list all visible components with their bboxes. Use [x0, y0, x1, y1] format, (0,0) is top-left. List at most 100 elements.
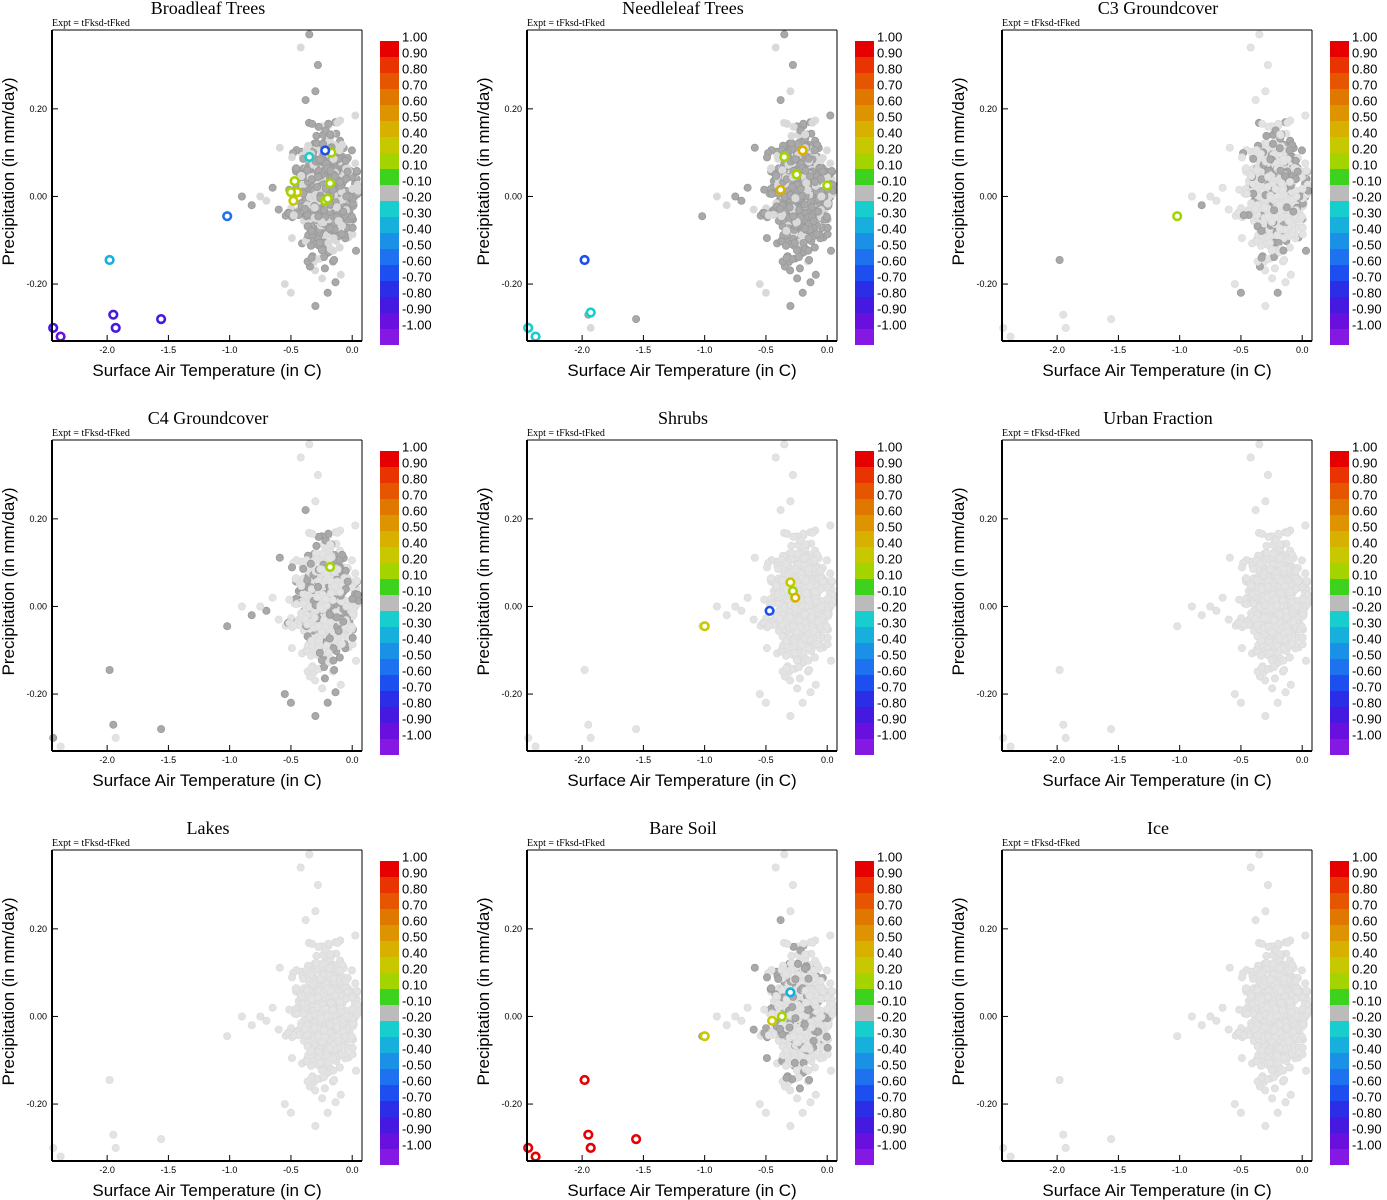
scatter-point	[1279, 154, 1288, 163]
scatter-point	[1264, 212, 1273, 221]
scatter-point	[351, 1066, 360, 1075]
scatter-point	[351, 159, 360, 168]
scatter-point	[287, 563, 296, 572]
scatter-point	[274, 205, 283, 214]
scatter-point	[1302, 576, 1311, 585]
scatter-point	[1268, 274, 1277, 283]
scatter-point	[287, 644, 296, 653]
scatter-point	[305, 440, 314, 449]
scatter-point	[1256, 559, 1265, 568]
colorbar-swatch	[380, 281, 399, 297]
scatter-point	[1287, 639, 1296, 648]
scatter-point	[776, 614, 785, 623]
scatter-point	[329, 234, 338, 243]
scatter-point	[268, 183, 277, 192]
scatter-point	[810, 177, 819, 186]
x-tick-label: -0.5	[283, 345, 299, 355]
colorbar-label: -0.80	[1352, 696, 1382, 711]
scatter-point	[1224, 205, 1233, 214]
colorbar-label: 0.10	[402, 568, 427, 583]
colorbar-swatch	[1330, 153, 1349, 169]
scatter-point	[331, 688, 340, 697]
scatter-point	[315, 238, 324, 247]
colorbar-swatch	[1330, 313, 1349, 329]
scatter-point	[339, 617, 348, 626]
scatter-point	[1107, 315, 1116, 324]
scatter-point	[313, 471, 322, 480]
colorbar-label: 0.70	[402, 78, 427, 93]
colored-point	[775, 184, 786, 195]
colorbar-swatch	[855, 201, 874, 217]
y-axis-label: Precipitation (in mm/day)	[474, 487, 493, 675]
x-tick-label: -2.0	[99, 755, 115, 765]
scatter-point	[326, 540, 335, 549]
colorbar-swatch	[855, 707, 874, 723]
scatter-point	[807, 203, 816, 212]
scatter-point	[712, 192, 721, 201]
scatter-point	[1251, 614, 1260, 623]
scatter-point	[321, 594, 330, 603]
colorbar-label: -0.50	[1352, 648, 1382, 663]
colorbar-label: -0.60	[877, 664, 907, 679]
scatter-point	[325, 224, 334, 233]
scatter-point	[335, 177, 344, 186]
background-points	[999, 440, 1313, 751]
colorbar-swatch	[855, 547, 874, 563]
scatter-point	[1187, 192, 1196, 201]
scatter-point	[1237, 563, 1246, 572]
scatter-point	[822, 212, 831, 221]
scatter-point	[330, 665, 339, 674]
colorbar-swatch	[1330, 121, 1349, 137]
x-tick-label: -1.5	[636, 755, 652, 765]
x-tick-label: -0.5	[283, 755, 299, 765]
colored-point	[104, 254, 115, 266]
scatter-point	[326, 130, 335, 139]
colored-point	[785, 577, 796, 588]
scatter-point	[49, 733, 58, 742]
scatter-point	[814, 207, 823, 216]
scatter-point	[767, 189, 776, 198]
colorbar-label: -0.10	[877, 584, 907, 599]
colorbar-label: -0.20	[877, 600, 907, 615]
scatter-point	[761, 288, 770, 297]
scatter-point	[584, 720, 593, 729]
scatter-point	[1277, 588, 1286, 597]
colorbar-label: -0.70	[877, 680, 907, 695]
scatter-point	[1282, 613, 1291, 622]
scatter-point	[1247, 581, 1256, 590]
scatter-point	[806, 688, 815, 697]
scatter-point	[826, 111, 835, 120]
colorbar-swatch	[855, 643, 874, 659]
colorbar-swatch	[380, 105, 399, 121]
scatter-point	[826, 159, 835, 168]
colorbar-swatch	[380, 249, 399, 265]
scatter-point	[764, 211, 773, 220]
scatter-point	[297, 581, 306, 590]
scatter-point	[1271, 184, 1280, 193]
colorbar-swatch	[1330, 201, 1349, 217]
colorbar-label: 0.10	[877, 568, 902, 583]
scatter-point	[1273, 288, 1282, 297]
scatter-point	[1061, 323, 1070, 332]
y-tick-label: 0.20	[29, 104, 47, 114]
y-tick-label: 0.00	[504, 601, 522, 611]
colorbar-label: -0.30	[1352, 616, 1382, 631]
scatter-point	[827, 166, 836, 175]
colorbar-swatch	[855, 41, 874, 57]
colorbar-label: -0.30	[402, 616, 432, 631]
colorbar-label: -0.90	[402, 302, 432, 317]
scatter-point	[793, 549, 802, 558]
scatter-point	[580, 665, 589, 674]
colorbar-label: 1.00	[402, 440, 427, 455]
scatter-point	[1239, 621, 1248, 630]
scatter-point	[339, 207, 348, 216]
scatter-point	[1224, 615, 1233, 624]
colorbar-label: 0.40	[877, 126, 902, 141]
y-tick-label: -0.20	[26, 689, 47, 699]
x-tick-label: -1.5	[1111, 345, 1127, 355]
x-tick-label: -0.5	[758, 345, 774, 355]
scatter-point	[1237, 234, 1246, 243]
scatter-point	[1282, 203, 1291, 212]
colorbar-swatch	[380, 329, 399, 345]
scatter-point	[333, 528, 342, 537]
